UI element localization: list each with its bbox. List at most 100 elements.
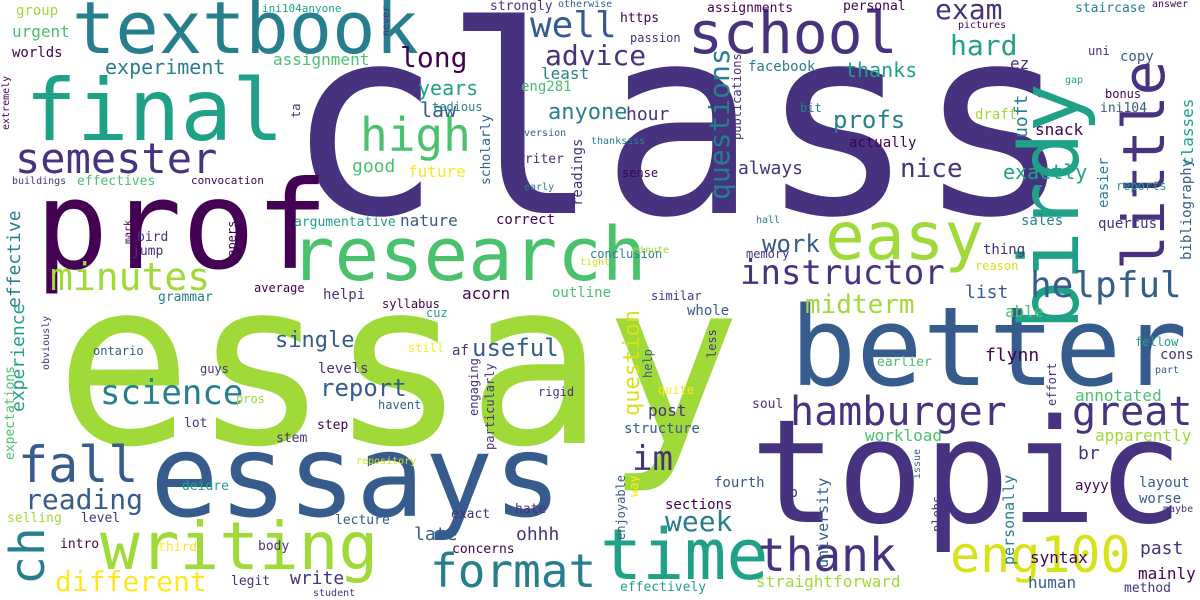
word-staircase: staircase <box>1075 1 1146 16</box>
word-issue: issue <box>912 448 923 479</box>
word-writer: writer <box>517 152 564 167</box>
word-extremely: extremely <box>1 75 12 130</box>
word-time: time <box>600 514 769 596</box>
word-stem: stem <box>276 431 308 446</box>
word-way: way <box>627 475 641 497</box>
word-ayyy: ayyy <box>1075 478 1109 494</box>
word-expectations: expectations <box>3 366 18 460</box>
word-science: science <box>100 373 244 413</box>
word-repository: repository <box>356 456 417 467</box>
word-still: still <box>408 341 445 355</box>
word-exam: exam <box>935 0 1003 26</box>
word-law: law <box>420 98 457 122</box>
word-grammar: grammar <box>158 290 213 305</box>
word-effectives: effectives <box>77 174 156 189</box>
word-method: method <box>1124 581 1171 596</box>
word-answer: answer <box>1152 0 1189 10</box>
word-exactly: exactly <box>1003 160 1088 184</box>
word-fellow: fellow <box>1135 335 1179 349</box>
word-structure: structure <box>624 421 700 437</box>
word-helpful: helpful <box>1030 265 1182 306</box>
word-able: able <box>1005 302 1044 321</box>
word-quite: quite <box>658 383 695 397</box>
word-papers: papers <box>225 220 239 264</box>
word-https: https <box>620 11 660 26</box>
word-cons: cons <box>1160 347 1194 363</box>
word-years: years <box>418 76 479 100</box>
word-semester: semester <box>15 134 218 183</box>
word-quercus: quercus <box>1098 216 1158 232</box>
word-correct: correct <box>496 212 556 228</box>
word-level: level <box>81 511 121 526</box>
word-im: im <box>632 439 673 479</box>
word-useful: useful <box>472 334 559 362</box>
word-third: third <box>158 540 198 555</box>
word-sense: sense <box>622 166 659 180</box>
word-post: post <box>648 401 687 420</box>
word-jump: jump <box>132 244 164 259</box>
word-effective: effective <box>4 210 25 308</box>
word-easier: easier <box>1096 157 1112 208</box>
word-reports: reports <box>1116 179 1167 193</box>
word-early: early <box>524 182 555 193</box>
word-prof: prof <box>35 155 329 297</box>
word-lecture: lecture <box>335 513 390 528</box>
word-format: format <box>430 544 597 598</box>
word-annotated: annotated <box>1075 386 1162 405</box>
word-lot: lot <box>184 416 208 431</box>
word-nature: nature <box>400 211 458 230</box>
word-bit: bit <box>800 101 822 115</box>
word-well: well <box>530 5 617 46</box>
word-help: help <box>641 349 655 378</box>
word-write: write <box>290 568 345 589</box>
word-class: class <box>285 0 1074 275</box>
word-strongly: strongly <box>490 0 553 14</box>
word-obviously: obviously <box>41 315 52 370</box>
word-legit: legit <box>231 574 271 589</box>
word-conclusion: conclusion <box>590 247 663 261</box>
word-passion: passion <box>630 31 681 45</box>
word-essay: essay <box>55 231 742 497</box>
word-ohhh: ohhh <box>516 524 560 545</box>
word-acorn: acorn <box>462 284 511 303</box>
word-syntax: syntax <box>1030 548 1088 567</box>
word-part: part <box>1155 365 1180 376</box>
word-instructor: instructor <box>740 253 945 293</box>
word-havent: havent <box>378 398 422 412</box>
word-ch: ch <box>0 527 56 585</box>
word-minute: minute <box>633 245 670 256</box>
word-personal: personal <box>843 0 906 14</box>
word-bird: bird <box>137 230 169 245</box>
word-engaging: engaging <box>467 358 481 416</box>
word-effectively: effectively <box>620 580 707 595</box>
word-list: list <box>965 282 1009 303</box>
word-student: student <box>313 588 356 599</box>
word-readings: readings <box>570 138 586 206</box>
word-hate: hate <box>515 502 547 517</box>
word-exact: exact <box>451 507 491 522</box>
word-work: work <box>762 230 820 258</box>
word-maybe: maybe <box>1163 504 1194 515</box>
word-sales: sales <box>1021 213 1064 229</box>
word-guys: guys <box>200 362 229 376</box>
word-af: af <box>452 343 469 359</box>
word-syllabus: syllabus <box>382 297 440 311</box>
word-pictures: pictures <box>958 20 1007 31</box>
word-school: school <box>688 0 898 67</box>
word-high: high <box>360 108 471 162</box>
word-nice: nice <box>900 154 963 184</box>
word-eng100: eng100 <box>950 526 1131 584</box>
word-step: step <box>317 418 349 433</box>
word-least: least <box>541 64 590 83</box>
word-great: great <box>1072 389 1193 435</box>
word-body: body <box>258 539 290 554</box>
word-personally: personally <box>1000 474 1018 565</box>
word-outline: outline <box>552 285 612 301</box>
word-long: long <box>400 41 468 74</box>
word-good: good <box>352 156 396 177</box>
word-helpi: helpi <box>323 287 366 303</box>
word-thanks: thanks <box>845 58 918 82</box>
word-essays: essays <box>150 410 562 543</box>
word-ez: ez <box>1010 54 1030 73</box>
